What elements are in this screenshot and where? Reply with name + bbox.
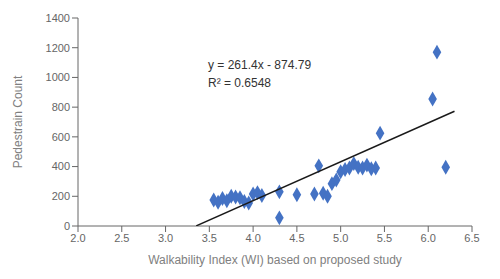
svg-text:3.5: 3.5 [202,232,217,244]
svg-text:6.5: 6.5 [464,232,479,244]
svg-text:2.5: 2.5 [114,232,129,244]
html-text:R² = 0.6548: R² = 0.6548 [208,76,271,90]
html-text:y = 261.4x - 874.79: y = 261.4x - 874.79 [208,58,312,72]
svg-text:0: 0 [64,220,70,232]
svg-text:1000: 1000 [46,71,70,83]
svg-text:4.5: 4.5 [289,232,304,244]
svg-text:1400: 1400 [46,12,70,24]
svg-text:Pedestrain Count: Pedestrain Count [11,75,25,168]
svg-text:4.0: 4.0 [245,232,260,244]
svg-text:5.5: 5.5 [377,232,392,244]
svg-text:400: 400 [52,160,70,172]
svg-text:5.0: 5.0 [333,232,348,244]
svg-text:800: 800 [52,101,70,113]
svg-text:200: 200 [52,190,70,202]
svg-text:1200: 1200 [46,42,70,54]
svg-text:Walkability Index (WI) based o: Walkability Index (WI) based on proposed… [148,253,402,267]
svg-text:3.0: 3.0 [158,232,173,244]
svg-text:600: 600 [52,131,70,143]
svg-text:6.0: 6.0 [421,232,436,244]
svg-text:2.0: 2.0 [70,232,85,244]
